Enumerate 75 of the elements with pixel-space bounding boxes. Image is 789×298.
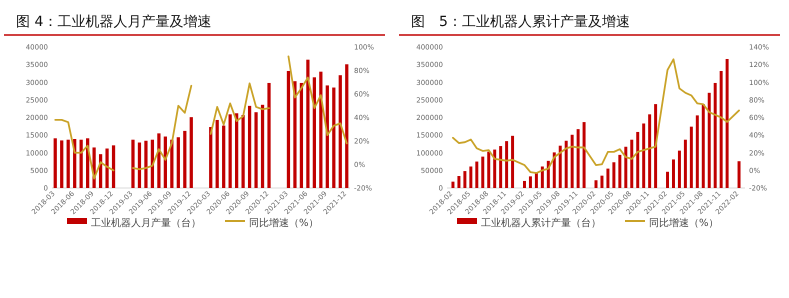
bar [241,115,245,188]
bar [131,140,135,188]
bar [176,137,180,188]
bar [654,104,658,188]
bar [457,176,460,188]
bar [80,140,83,188]
bar [552,152,556,188]
bar [338,75,342,188]
bar [469,166,472,188]
bar [286,70,290,188]
line-series [452,58,740,174]
bar [702,104,705,188]
bar [463,171,466,188]
bar [183,130,186,188]
bar [648,114,652,188]
bar [678,150,681,188]
bar [576,129,580,188]
bar [738,161,741,188]
bar [564,140,568,188]
bar [642,123,646,188]
bar [190,117,193,188]
bar [522,180,526,188]
bar [216,120,219,188]
bar [582,122,586,188]
bar [606,168,610,188]
bar [260,104,264,188]
bar [300,82,304,188]
bar [612,162,616,188]
bar [248,106,252,188]
bar [73,139,76,188]
chart-title: 图 4：工业机器人月产量及增速 [16,14,212,30]
bar [528,176,532,188]
bar [267,82,271,188]
bar [170,140,174,188]
bar [487,152,490,188]
bar [54,138,57,188]
bar [499,146,502,188]
bar [636,132,640,188]
bar [326,85,329,188]
bar [60,140,64,188]
bar [618,154,622,188]
bar [332,88,336,188]
bar [235,113,238,188]
bar [209,127,212,188]
bar [228,114,232,188]
bar [666,172,670,188]
bar [684,140,687,188]
bar [505,141,508,188]
bar [672,159,675,188]
bar [540,166,544,188]
legend-label: 工业机器人累计产量（台） [481,217,601,229]
bar [726,58,729,188]
bar [511,136,514,188]
bar [696,115,699,188]
bar [690,126,693,188]
chart-title: 图 5：工业机器人累计产量及增速 [411,14,630,30]
bar [345,64,348,188]
bar [594,180,598,188]
bar [481,156,484,188]
bar [720,70,723,188]
legend-label: 同比增速（%） [249,217,319,229]
bar [222,126,226,188]
legend-label: 同比增速（%） [649,217,719,229]
bar [254,112,258,188]
bar [600,176,604,188]
bar [570,134,574,188]
legend-label: 工业机器人月产量（台） [91,217,201,229]
bar [714,82,717,188]
bar [624,146,628,188]
bar [475,162,478,188]
bar [66,140,70,188]
bar [630,140,634,188]
bar [319,72,322,188]
bar [493,150,496,188]
bar [451,182,454,188]
